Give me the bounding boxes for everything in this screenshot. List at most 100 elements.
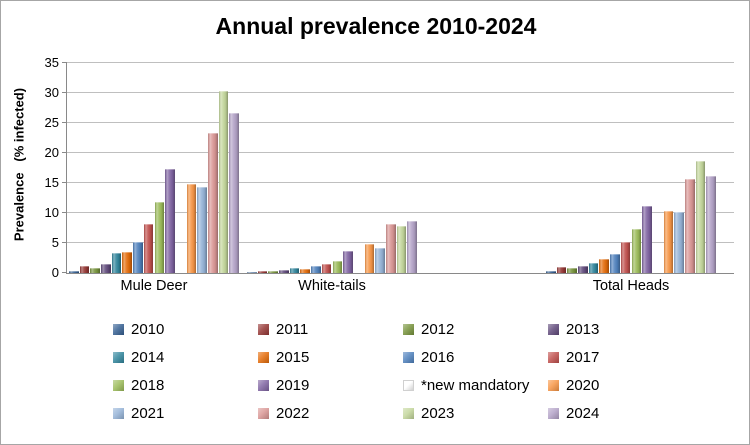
y-tick-label-20: 20 <box>44 145 59 160</box>
legend-label-2022: 2022 <box>276 404 310 422</box>
bar-2016-total-heads <box>610 253 620 273</box>
bar-2015-white-tails <box>300 268 311 273</box>
y-tick-label-30: 30 <box>44 85 59 100</box>
legend-swatch-new-mandatory <box>403 379 414 391</box>
bar-2021-total-heads <box>674 211 684 273</box>
bar-2020-mule-deer <box>186 184 197 273</box>
legend-item-new-mandatory: *new mandatory <box>403 371 548 399</box>
legend-swatch-2013 <box>548 323 559 335</box>
bar-2015-total-heads <box>599 259 610 273</box>
legend-item-2022: 2022 <box>258 399 403 427</box>
y-tick-label-5: 5 <box>51 235 59 250</box>
y-tick-0 <box>62 272 67 273</box>
bar-group-total-heads <box>546 63 716 273</box>
bar-2019-total-heads <box>642 206 652 273</box>
bar-2022-mule-deer <box>207 133 218 273</box>
gridline-10 <box>67 212 734 213</box>
y-tick-25 <box>62 122 67 123</box>
y-tick-20 <box>62 152 67 153</box>
legend-swatch-2018 <box>113 379 124 391</box>
legend-item-2023: 2023 <box>403 399 548 427</box>
gridline-35 <box>67 62 734 63</box>
legend-item-2010: 2010 <box>113 315 258 343</box>
legend-swatch-2020 <box>548 379 559 391</box>
bar-2023-total-heads <box>695 161 706 273</box>
legend-swatch-2021 <box>113 407 124 419</box>
bar-2013-mule-deer <box>101 264 111 273</box>
bar-2012-total-heads <box>567 267 577 273</box>
category-label-total-heads: Total Heads <box>592 278 670 294</box>
legend-label-2013: 2013 <box>566 320 600 338</box>
bar-2019-mule-deer <box>165 168 175 273</box>
category-label-mule-deer: Mule Deer <box>120 278 188 294</box>
bar-2021-white-tails <box>375 248 385 273</box>
bar-2024-white-tails <box>407 220 417 273</box>
legend-swatch-2011 <box>258 323 269 335</box>
legend-swatch-2022 <box>258 407 269 419</box>
legend-label-2016: 2016 <box>421 348 455 366</box>
bar-2019-white-tails <box>343 251 353 273</box>
legend-label-2014: 2014 <box>131 348 165 366</box>
bar-2012-mule-deer <box>90 267 100 273</box>
bar-2017-total-heads <box>620 242 631 273</box>
bar-group-white-tails <box>247 63 417 273</box>
legend-item-2016: 2016 <box>403 343 548 371</box>
bar-2017-mule-deer <box>143 223 154 273</box>
legend-label-2021: 2021 <box>131 404 165 422</box>
bar-2018-total-heads <box>631 229 642 273</box>
legend-swatch-2014 <box>113 351 124 363</box>
category-label-white-tails: White-tails <box>298 278 366 294</box>
legend-swatch-2023 <box>403 407 414 419</box>
legend-swatch-2019 <box>258 379 269 391</box>
bar-2010-white-tails <box>247 271 257 273</box>
legend: 2010 2011 2012 2013 2014 2015 2016 2017 2018 2019… <box>113 315 693 427</box>
bar-2011-white-tails <box>257 271 268 273</box>
bar-2010-mule-deer <box>69 270 79 273</box>
chart-title: Annual prevalence 2010-2024 <box>215 13 537 39</box>
gridline-15 <box>67 182 734 183</box>
bar-2010-total-heads <box>546 271 556 273</box>
legend-label-2023: 2023 <box>421 404 455 422</box>
bar-2021-mule-deer <box>197 187 207 273</box>
gridline-30 <box>67 92 734 93</box>
legend-item-2020: 2020 <box>548 371 693 399</box>
legend-item-2012: 2012 <box>403 315 548 343</box>
legend-label-2011: 2011 <box>276 320 309 338</box>
legend-swatch-2015 <box>258 351 269 363</box>
y-tick-label-0: 0 <box>51 265 59 280</box>
bar-2016-white-tails <box>311 265 321 273</box>
bar-2011-total-heads <box>556 267 567 273</box>
plot-area: 0 5 10 15 20 25 30 35 Mule Deer White-tails Total … <box>45 55 734 294</box>
legend-item-2015: 2015 <box>258 343 403 371</box>
bar-2013-white-tails <box>279 270 289 273</box>
bar-2023-mule-deer <box>218 90 229 273</box>
bar-2020-total-heads <box>663 211 674 273</box>
legend-item-2021: 2021 <box>113 399 258 427</box>
bar-2024-mule-deer <box>229 112 239 273</box>
y-tick-label-35: 35 <box>44 55 59 70</box>
bar-2012-white-tails <box>268 270 278 273</box>
y-tick-label-10: 10 <box>44 205 59 220</box>
legend-label-2019: 2019 <box>276 376 310 394</box>
legend-swatch-2010 <box>113 323 124 335</box>
y-tick-label-25: 25 <box>44 115 59 130</box>
legend-label-2012: 2012 <box>421 320 455 338</box>
legend-item-2013: 2013 <box>548 315 693 343</box>
bar-2015-mule-deer <box>122 252 133 273</box>
legend-label-new-mandatory: *new mandatory <box>421 376 530 394</box>
bar-2014-total-heads <box>588 262 599 273</box>
y-tick-30 <box>62 92 67 93</box>
gridline-20 <box>67 152 734 153</box>
legend-label-2024: 2024 <box>566 404 600 422</box>
y-tick-35 <box>62 62 67 63</box>
bar-2011-mule-deer <box>79 266 90 273</box>
bar-2018-mule-deer <box>154 201 165 273</box>
legend-swatch-2016 <box>403 351 414 363</box>
y-tick-5 <box>62 242 67 243</box>
y-tick-label-15: 15 <box>44 175 59 190</box>
legend-label-2018: 2018 <box>131 376 165 394</box>
legend-swatch-2012 <box>403 323 414 335</box>
y-tick-10 <box>62 212 67 213</box>
bar-group-mule-deer <box>69 63 239 273</box>
